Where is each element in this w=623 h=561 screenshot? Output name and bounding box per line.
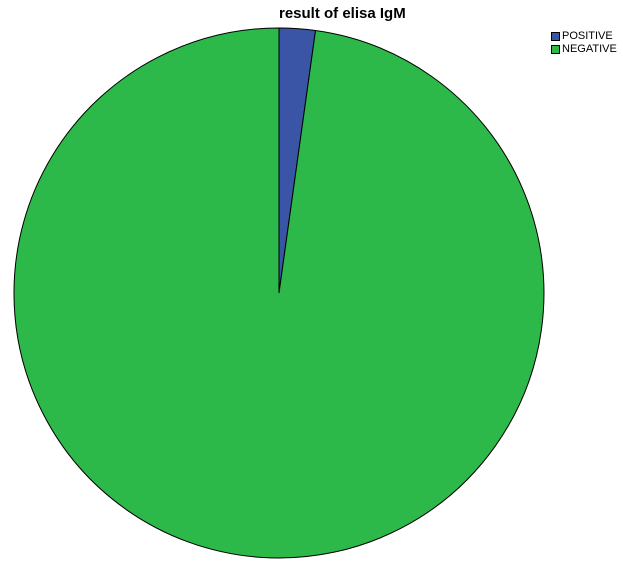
legend: POSITIVE NEGATIVE [551,30,617,56]
legend-item-negative: NEGATIVE [551,43,617,56]
legend-swatch-negative [551,45,560,54]
legend-label-negative: NEGATIVE [562,43,617,55]
legend-swatch-positive [551,32,560,41]
legend-item-positive: POSITIVE [551,30,617,43]
pie-slice-negative [13,27,545,559]
legend-label-positive: POSITIVE [562,30,613,42]
pie-slices [13,27,545,559]
chart-title: result of elisa IgM [279,5,406,22]
